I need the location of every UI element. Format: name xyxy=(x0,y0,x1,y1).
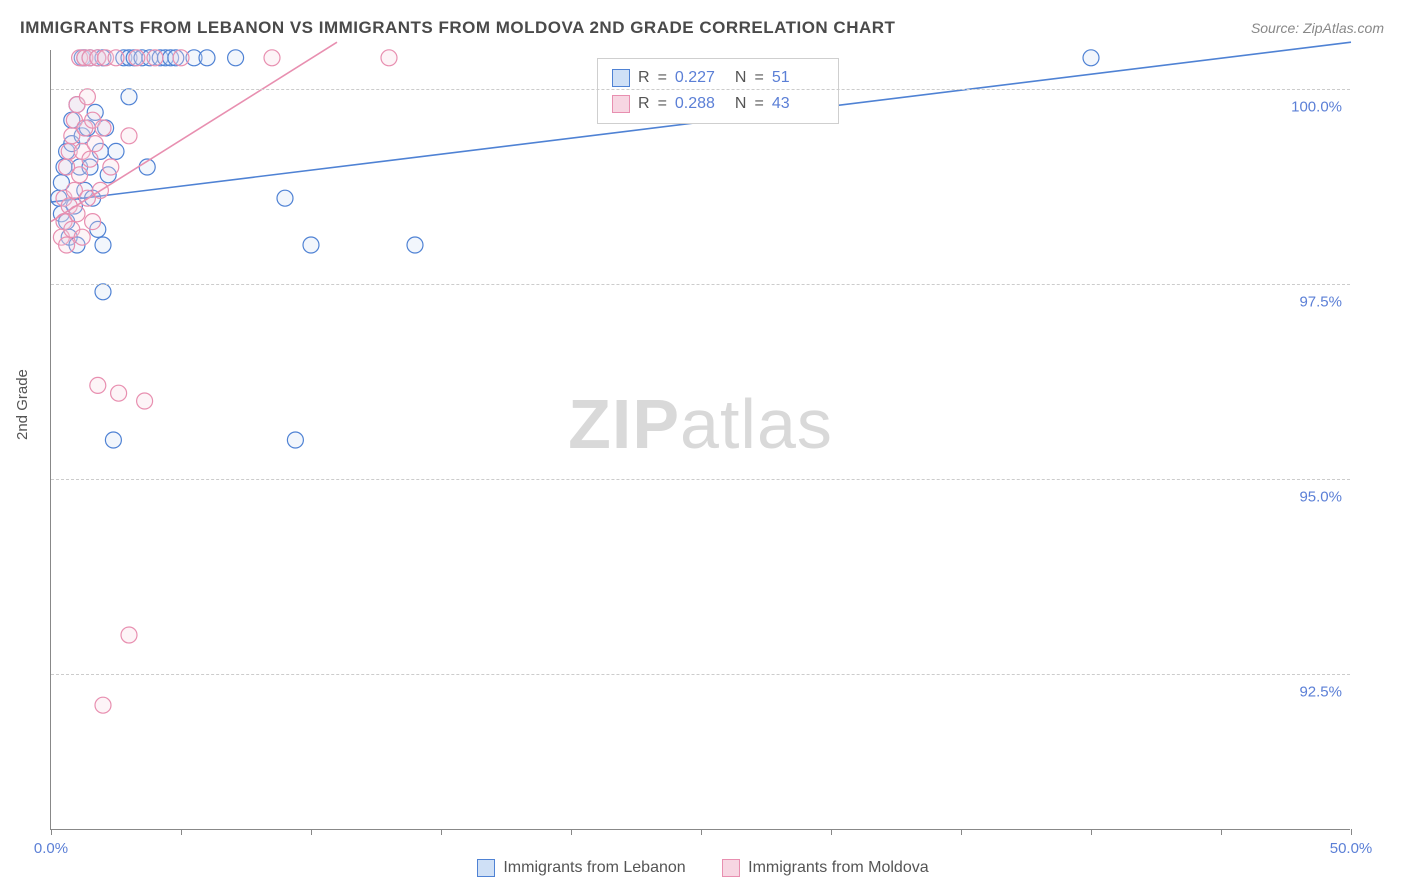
scatter-point xyxy=(137,393,153,409)
n-label: N xyxy=(735,65,747,91)
series-legend: Immigrants from Lebanon Immigrants from … xyxy=(0,859,1406,882)
scatter-point xyxy=(147,50,163,66)
n-value-moldova: 43 xyxy=(772,91,824,117)
chart-title: IMMIGRANTS FROM LEBANON VS IMMIGRANTS FR… xyxy=(20,18,895,38)
r-label: R xyxy=(638,65,650,91)
eq-icon: = xyxy=(754,91,763,117)
scatter-point xyxy=(85,214,101,230)
gridline xyxy=(51,89,1350,90)
scatter-point xyxy=(111,385,127,401)
scatter-point xyxy=(79,89,95,105)
scatter-point xyxy=(82,151,98,167)
chart-plot-area: ZIPatlas R = 0.227 N = 51 R = 0.288 N = … xyxy=(50,50,1350,830)
scatter-point xyxy=(129,50,145,66)
scatter-point xyxy=(277,190,293,206)
scatter-point xyxy=(103,159,119,175)
scatter-point xyxy=(121,627,137,643)
scatter-point xyxy=(87,136,103,152)
gridline xyxy=(51,479,1350,480)
xtick-mark xyxy=(571,829,572,835)
eq-icon: = xyxy=(754,65,763,91)
xtick-mark xyxy=(1351,829,1352,835)
legend-item-lebanon: Immigrants from Lebanon xyxy=(477,859,685,877)
swatch-moldova xyxy=(612,95,630,113)
scatter-point xyxy=(74,229,90,245)
legend-row-moldova: R = 0.288 N = 43 xyxy=(612,91,824,117)
scatter-point xyxy=(95,284,111,300)
gridline xyxy=(51,674,1350,675)
r-value-lebanon: 0.227 xyxy=(675,65,727,91)
eq-icon: = xyxy=(658,65,667,91)
n-value-lebanon: 51 xyxy=(772,65,824,91)
scatter-point xyxy=(407,237,423,253)
scatter-point xyxy=(381,50,397,66)
scatter-point xyxy=(121,128,137,144)
ytick-label: 100.0% xyxy=(1291,99,1342,116)
n-label: N xyxy=(735,91,747,117)
y-axis-label: 2nd Grade xyxy=(14,369,31,440)
scatter-point xyxy=(108,143,124,159)
scatter-point xyxy=(287,432,303,448)
scatter-point xyxy=(264,50,280,66)
scatter-point xyxy=(95,697,111,713)
scatter-point xyxy=(95,120,111,136)
scatter-point xyxy=(95,237,111,253)
scatter-point xyxy=(105,432,121,448)
xtick-mark xyxy=(1091,829,1092,835)
ytick-label: 92.5% xyxy=(1299,684,1342,701)
r-value-moldova: 0.288 xyxy=(675,91,727,117)
scatter-point xyxy=(199,50,215,66)
legend-label-lebanon: Immigrants from Lebanon xyxy=(503,859,685,877)
scatter-point xyxy=(1083,50,1099,66)
scatter-point xyxy=(72,167,88,183)
xtick-mark xyxy=(311,829,312,835)
legend-row-lebanon: R = 0.227 N = 51 xyxy=(612,65,824,91)
scatter-point xyxy=(90,377,106,393)
eq-icon: = xyxy=(658,91,667,117)
scatter-point xyxy=(59,237,75,253)
xtick-label: 50.0% xyxy=(1330,840,1373,857)
scatter-point xyxy=(121,89,137,105)
xtick-mark-minor xyxy=(181,829,182,835)
legend-item-moldova: Immigrants from Moldova xyxy=(722,859,929,877)
source-attribution: Source: ZipAtlas.com xyxy=(1251,20,1384,36)
scatter-point xyxy=(228,50,244,66)
xtick-mark-minor xyxy=(441,829,442,835)
swatch-moldova xyxy=(722,859,740,877)
legend-label-moldova: Immigrants from Moldova xyxy=(748,859,929,877)
scatter-point xyxy=(108,50,124,66)
swatch-lebanon xyxy=(612,69,630,87)
xtick-mark-minor xyxy=(1221,829,1222,835)
scatter-point xyxy=(303,237,319,253)
ytick-label: 95.0% xyxy=(1299,489,1342,506)
xtick-mark-minor xyxy=(961,829,962,835)
chart-svg xyxy=(51,50,1350,829)
correlation-legend: R = 0.227 N = 51 R = 0.288 N = 43 xyxy=(597,58,839,124)
xtick-mark xyxy=(51,829,52,835)
scatter-point xyxy=(173,50,189,66)
swatch-lebanon xyxy=(477,859,495,877)
ytick-label: 97.5% xyxy=(1299,294,1342,311)
gridline xyxy=(51,284,1350,285)
xtick-mark-minor xyxy=(701,829,702,835)
xtick-mark xyxy=(831,829,832,835)
r-label: R xyxy=(638,91,650,117)
xtick-label: 0.0% xyxy=(34,840,68,857)
